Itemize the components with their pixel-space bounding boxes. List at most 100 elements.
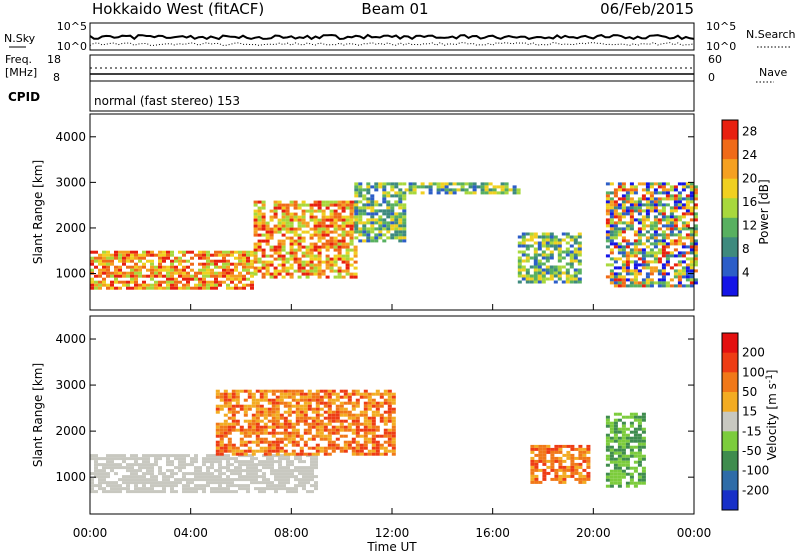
heatmap-cell (170, 274, 174, 278)
heatmap-cell (186, 250, 190, 254)
heatmap-cell (358, 188, 363, 192)
heatmap-cell (134, 460, 138, 464)
heatmap-cell (134, 286, 138, 290)
heatmap-cell (270, 487, 274, 491)
heatmap-cell (315, 446, 320, 450)
heatmap-cell (150, 262, 154, 266)
heatmap-cell (609, 460, 614, 464)
heatmap-cell (269, 272, 274, 276)
heatmap-cell (247, 407, 252, 411)
heatmap-cell (218, 259, 222, 263)
heatmap-cell (391, 437, 396, 441)
heatmap-cell (287, 395, 292, 399)
heatmap-cell (565, 253, 570, 257)
heatmap-cell (408, 191, 413, 195)
heatmap-cell (202, 283, 206, 287)
heatmap-cell (303, 416, 308, 420)
heatmap-cell (277, 203, 282, 207)
heatmap-cell (126, 463, 130, 467)
heatmap-cell (321, 272, 326, 276)
heatmap-cell (657, 191, 662, 195)
heatmap-cell (311, 410, 316, 414)
heatmap-cell (633, 203, 638, 207)
heatmap-cell (355, 413, 360, 417)
heatmap-cell (577, 250, 582, 254)
heatmap-cell (335, 416, 340, 420)
heatmap-cell (269, 248, 274, 252)
heatmap-cell (387, 395, 392, 399)
heatmap-cell (621, 448, 626, 452)
heatmap-cell (613, 200, 618, 204)
heatmap-cell (247, 389, 252, 393)
heatmap-cell (390, 224, 395, 228)
heatmap-cell (310, 469, 314, 473)
heatmap-cell (550, 447, 555, 451)
heatmap-cell (351, 431, 356, 435)
heatmap-cell (313, 233, 318, 237)
heatmap-cell (277, 200, 282, 204)
heatmap-cell (227, 404, 232, 408)
heatmap-cell (382, 209, 387, 213)
heatmap-cell (534, 453, 539, 457)
heatmap-cell (617, 230, 622, 234)
heatmap-cell (230, 286, 234, 290)
heatmap-cell (649, 236, 654, 240)
heatmap-cell (227, 395, 232, 399)
heatmap-cell (110, 271, 114, 275)
heatmap-cell (154, 481, 158, 485)
heatmap-cell (190, 262, 194, 266)
heatmap-cell (649, 281, 654, 285)
cpid-label: CPID (8, 90, 40, 104)
heatmap-cell (102, 490, 106, 494)
heatmap-cell (287, 422, 292, 426)
heatmap-cell (537, 247, 542, 251)
heatmap-cell (693, 230, 698, 234)
heatmap-cell (355, 419, 360, 423)
heatmap-cell (166, 463, 170, 467)
heatmap-cell (689, 239, 694, 243)
heatmap-cell (283, 389, 288, 393)
heatmap-cell (578, 447, 583, 451)
heatmap-cell (637, 257, 642, 261)
heatmap-cell (235, 422, 240, 426)
heatmap-cell (390, 221, 395, 225)
heatmap-cell (106, 271, 110, 275)
heatmap-cell (625, 415, 630, 419)
heatmap-cell (242, 463, 246, 467)
heatmap-cell (625, 472, 630, 476)
heatmap-cell (661, 230, 666, 234)
heatmap-cell (383, 434, 388, 438)
heatmap-cell (325, 260, 330, 264)
heatmap-cell (271, 404, 276, 408)
heatmap-cell (345, 266, 350, 270)
heatmap-cell (363, 401, 368, 405)
heatmap-cell (496, 191, 501, 195)
heatmap-cell (146, 469, 150, 473)
power-heatmap-cells (90, 182, 698, 290)
heatmap-cell (219, 392, 224, 396)
heatmap-cell (295, 416, 300, 420)
heatmap-cell (234, 460, 238, 464)
heatmap-cell (286, 457, 290, 461)
heatmap-cell (285, 272, 290, 276)
heatmap-cell (227, 449, 232, 453)
heatmap-cell (621, 284, 626, 288)
heatmap-cell (333, 230, 338, 234)
heatmap-cell (677, 236, 682, 240)
heatmap-cell (309, 269, 314, 273)
heatmap-cell (251, 416, 256, 420)
heatmap-cell (222, 478, 226, 482)
heatmap-cell (283, 422, 288, 426)
heatmap-cell (609, 209, 614, 213)
heatmap-cell (234, 472, 238, 476)
heatmap-cell (605, 439, 610, 443)
heatmap-cell (90, 481, 94, 485)
heatmap-cell (351, 416, 356, 420)
heatmap-cell (685, 221, 690, 225)
heatmap-cell (266, 487, 270, 491)
heatmap-cell (98, 274, 102, 278)
heatmap-cell (231, 425, 236, 429)
heatmap-cell (609, 242, 614, 246)
heatmap-cell (366, 191, 371, 195)
heatmap-cell (345, 218, 350, 222)
